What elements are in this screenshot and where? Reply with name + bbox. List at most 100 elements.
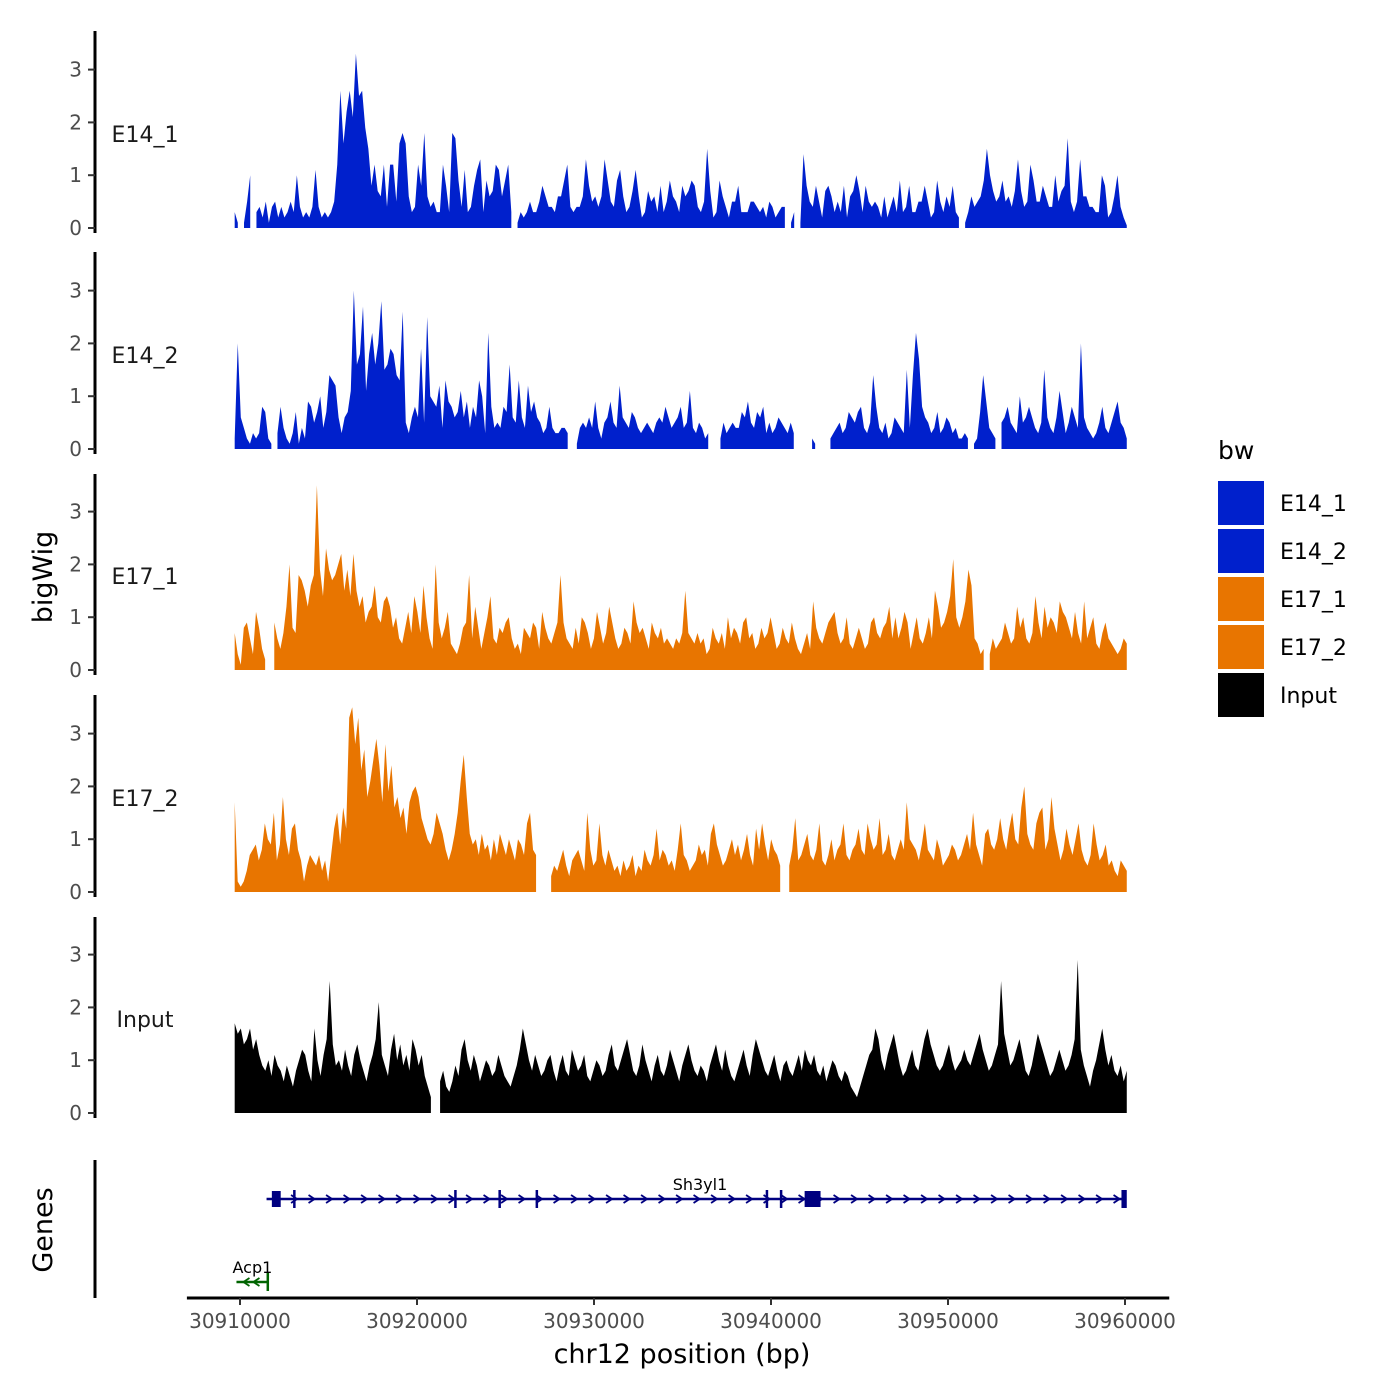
strand-chevron	[251, 1277, 260, 1287]
gene-Sh3yl1: Sh3yl1	[266, 1175, 1127, 1208]
strand-chevron	[553, 1194, 562, 1204]
y-tick-label: 1	[69, 384, 82, 408]
strand-chevron	[343, 1194, 352, 1204]
coverage-area-Input	[234, 959, 1127, 1113]
track-E14_2: 0 1 2 3 E14_2	[69, 252, 1127, 461]
y-tick-label: 0	[69, 658, 82, 682]
x-axis: 30910000 30920000 30930000 30940000 30950000…	[186, 1296, 1176, 1333]
x-tick-label: 30960000	[1074, 1309, 1176, 1333]
strand-chevron	[973, 1194, 982, 1204]
track-label: Input	[117, 1008, 174, 1033]
legend-swatch-E17_1	[1218, 577, 1264, 621]
track-E17_2: 0 1 2 3 E17_2	[69, 695, 1127, 904]
bigwig-tracks: 0 1 2 3 E14_1 0 1 2 3 E14_2 0 1 2 3 E17_1 0 1 2 3 E17_2 0 1 2 3…	[69, 31, 1127, 1125]
y-tick-label: 3	[69, 279, 82, 303]
strand-chevron	[1113, 1194, 1122, 1204]
strand-chevron	[990, 1194, 999, 1204]
legend-title: bw	[1218, 436, 1254, 465]
strand-chevron	[483, 1194, 492, 1204]
strand-chevron	[430, 1194, 439, 1204]
legend-label: E14_1	[1280, 492, 1347, 517]
gene-name-label: Acp1	[232, 1258, 272, 1277]
strand-chevron	[955, 1194, 964, 1204]
track-E14_1: 0 1 2 3 E14_1	[69, 31, 1127, 240]
strand-chevron	[308, 1194, 317, 1204]
strand-chevron	[465, 1194, 474, 1204]
coverage-area-E14_1	[234, 53, 1127, 229]
strand-chevron	[360, 1194, 369, 1204]
genes-panel: Sh3yl1 Acp1	[93, 1160, 1127, 1298]
legend-label: E17_2	[1280, 636, 1347, 661]
legend-label: E17_1	[1280, 588, 1347, 613]
coverage-area-E14_2	[234, 290, 1127, 449]
y-tick-label: 1	[69, 1048, 82, 1072]
strand-chevron	[728, 1194, 737, 1204]
strand-chevron	[1008, 1194, 1017, 1204]
strand-chevron	[658, 1194, 667, 1204]
gene-exon	[804, 1191, 821, 1207]
y-tick-label: 1	[69, 827, 82, 851]
genes-axis-title: Genes	[28, 1187, 59, 1272]
track-Input: 0 1 2 3 Input	[69, 917, 1127, 1125]
track-label: E14_2	[112, 344, 179, 369]
strand-chevron	[745, 1194, 754, 1204]
strand-chevron	[241, 1277, 250, 1287]
strand-chevron	[763, 1194, 772, 1204]
legend-swatch-Input	[1218, 673, 1264, 717]
track-E17_1: 0 1 2 3 E17_1	[69, 474, 1127, 682]
legend: bw E14_1 E14_2 E17_1 E17_2 Input	[1218, 436, 1347, 717]
legend-swatch-E14_2	[1218, 529, 1264, 573]
strand-chevron	[920, 1194, 929, 1204]
strand-chevron	[378, 1194, 387, 1204]
track-label: E14_1	[112, 123, 179, 148]
strand-chevron	[290, 1194, 299, 1204]
strand-chevron	[1078, 1194, 1087, 1204]
y-tick-label: 3	[69, 58, 82, 82]
strand-chevron	[500, 1194, 509, 1204]
legend-swatch-E14_1	[1218, 481, 1264, 525]
x-tick-label: 30920000	[366, 1309, 468, 1333]
strand-chevron	[850, 1194, 859, 1204]
strand-chevron	[1043, 1194, 1052, 1204]
strand-chevron	[675, 1194, 684, 1204]
strand-chevron	[413, 1194, 422, 1204]
x-tick-label: 30950000	[897, 1309, 999, 1333]
strand-chevron	[693, 1194, 702, 1204]
x-axis-title: chr12 position (bp)	[554, 1339, 811, 1370]
x-tick-label: 30910000	[189, 1309, 291, 1333]
strand-chevron	[885, 1194, 894, 1204]
y-tick-label: 3	[69, 943, 82, 967]
track-label: E17_2	[112, 787, 179, 812]
strand-chevron	[833, 1194, 842, 1204]
gene-exon	[454, 1190, 457, 1208]
gene-exon	[293, 1190, 296, 1208]
y-tick-label: 2	[69, 995, 82, 1019]
coverage-area-E17_2	[234, 707, 1127, 892]
y-tick-label: 1	[69, 163, 82, 187]
strand-chevron	[623, 1194, 632, 1204]
strand-chevron	[588, 1194, 597, 1204]
strand-chevron	[868, 1194, 877, 1204]
y-tick-label: 2	[69, 774, 82, 798]
y-tick-label: 3	[69, 500, 82, 524]
coverage-area-E17_1	[234, 485, 1127, 670]
y-tick-label: 0	[69, 216, 82, 240]
legend-label: Input	[1280, 684, 1337, 709]
gene-exon	[535, 1190, 539, 1208]
gene-name-label: Sh3yl1	[673, 1175, 728, 1194]
strand-chevron	[780, 1194, 789, 1204]
strand-chevron	[640, 1194, 649, 1204]
strand-chevron	[1095, 1194, 1104, 1204]
strand-chevron	[938, 1194, 947, 1204]
y-tick-label: 0	[69, 437, 82, 461]
y-tick-label: 2	[69, 552, 82, 576]
track-label: E17_1	[112, 565, 179, 590]
y-tick-label: 0	[69, 880, 82, 904]
gene-exon	[765, 1190, 769, 1208]
x-tick-label: 30930000	[543, 1309, 645, 1333]
legend-swatch-E17_2	[1218, 625, 1264, 669]
legend-label: E14_2	[1280, 540, 1347, 565]
strand-chevron	[605, 1194, 614, 1204]
strand-chevron	[1060, 1194, 1069, 1204]
